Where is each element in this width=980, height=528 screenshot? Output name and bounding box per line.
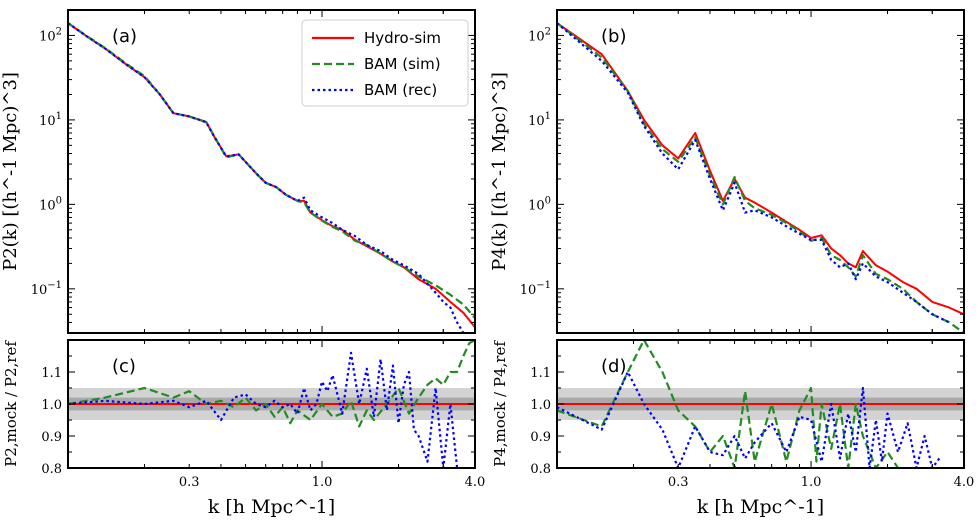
axes-frame — [556, 339, 965, 469]
y-tick-label-exp: 1 — [56, 111, 62, 122]
axes-frame — [67, 9, 476, 334]
y-tick-label-base: 10 — [39, 29, 56, 44]
y-tick-label: 0.9 — [41, 430, 62, 445]
y-tick-label-base: 10 — [31, 283, 48, 298]
x-tick-label: 4.0 — [465, 475, 486, 490]
x-tick-label: 0.3 — [668, 475, 689, 490]
panel-label: (c) — [112, 356, 136, 377]
series-bam-rec-line — [557, 370, 941, 468]
series-bam-sim-line — [68, 22, 475, 319]
plot-area — [68, 340, 475, 468]
plot-area — [557, 22, 964, 333]
series-bam-rec-line — [68, 22, 465, 333]
y-tick-label: 101 — [39, 111, 62, 129]
y-tick-label-base: 10 — [528, 114, 545, 129]
panel-label: (d) — [601, 356, 626, 377]
y-axis-label: P2(k) [(h^-1 Mpc)^3] — [0, 72, 21, 271]
axes-frame — [67, 339, 476, 469]
series-bam-sim-line — [68, 340, 475, 428]
panel-c: 0.8 0.9 1.0 1.1 0.3 1.0 4.0 k [h Mpc^-1] (c) P2,m… — [2, 339, 486, 518]
x-axis-label: k [h Mpc^-1] — [697, 496, 824, 518]
series-bam-rec-line — [68, 351, 459, 468]
panel-label: (b) — [601, 26, 626, 47]
plot-area — [68, 22, 475, 333]
y-tick-label: 1.1 — [41, 366, 62, 381]
legend-label: BAM (sim) — [364, 55, 441, 73]
plot-area — [557, 340, 964, 468]
x-tick-label: 1.0 — [312, 475, 333, 490]
legend-label: Hydro-sim — [364, 29, 441, 47]
y-tick-label: 0.8 — [530, 462, 551, 477]
y-tick-label-exp: −1 — [47, 280, 62, 291]
y-tick-label-base: 10 — [39, 198, 56, 213]
y-tick-label: 1.0 — [41, 398, 62, 413]
y-tick-label-exp: 0 — [56, 195, 62, 206]
series-bam-rec-line — [557, 22, 950, 324]
y-tick-label: 100 — [39, 195, 62, 213]
series-bam-sim-line — [557, 340, 899, 468]
panel-label: (a) — [112, 26, 137, 47]
y-tick-label-exp: 0 — [545, 195, 551, 206]
y-tick-label: 102 — [528, 26, 551, 44]
y-tick-label: 101 — [528, 111, 551, 129]
series-hydro-sim-line — [557, 22, 964, 316]
y-tick-label-base: 10 — [39, 114, 56, 129]
y-tick-label: 100 — [528, 195, 551, 213]
y-tick-label-exp: 1 — [545, 111, 551, 122]
y-tick-label: 102 — [39, 26, 62, 44]
y-tick-label-exp: −1 — [536, 280, 551, 291]
y-axis-label: P2,mock / P2,ref — [2, 340, 20, 467]
y-tick-label: 0.9 — [530, 430, 551, 445]
x-axis-label: k [h Mpc^-1] — [208, 496, 335, 518]
x-tick-label: 0.3 — [179, 475, 200, 490]
y-tick-label: 0.8 — [41, 462, 62, 477]
y-tick-label: 1.0 — [530, 398, 551, 413]
y-tick-label-base: 10 — [528, 198, 545, 213]
y-tick-label-exp: 2 — [545, 26, 551, 37]
y-axis-label: P4,mock / P4,ref — [491, 340, 509, 467]
axes-frame — [556, 9, 965, 334]
y-tick-label: 1.1 — [530, 366, 551, 381]
y-tick-label: 10−1 — [520, 280, 551, 298]
series-bam-sim-line — [557, 22, 964, 333]
panel-d: 0.8 0.9 1.0 1.1 0.3 1.0 4.0 k [h Mpc^-1] (d) P4,m… — [491, 339, 975, 518]
legend-box — [301, 19, 469, 107]
y-tick-label-exp: 2 — [56, 26, 62, 37]
y-tick-label: 10−1 — [31, 280, 62, 298]
x-tick-label: 4.0 — [954, 475, 975, 490]
x-tick-label: 1.0 — [801, 475, 822, 490]
legend: Hydro-sim BAM (sim) BAM (rec) — [301, 19, 469, 107]
y-tick-label-base: 10 — [528, 29, 545, 44]
y-tick-label-base: 10 — [520, 283, 537, 298]
y-axis-label: P4(k) [(h^-1 Mpc)^3] — [489, 72, 510, 271]
legend-label: BAM (rec) — [364, 81, 437, 99]
